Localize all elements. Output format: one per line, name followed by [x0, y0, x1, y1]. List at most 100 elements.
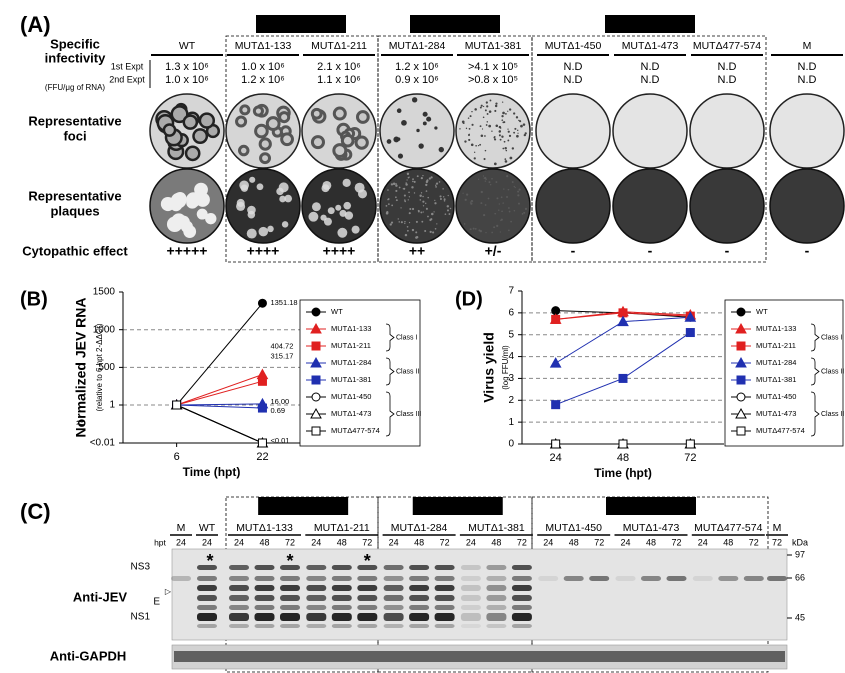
- well-spot: [518, 188, 521, 191]
- blot-band: [229, 565, 249, 570]
- value-label: 404.72: [270, 342, 293, 351]
- legend-label: MUTΔ1-450: [331, 392, 371, 401]
- well-spot: [517, 190, 520, 193]
- blot-band: [331, 624, 352, 628]
- class-header: [410, 15, 500, 33]
- x-tick-label: 22: [256, 451, 268, 463]
- well-spot: [422, 211, 424, 213]
- legend-swatch: [311, 307, 321, 317]
- well-spot: [496, 197, 499, 200]
- column-name: MUTΔ1-473: [622, 40, 679, 52]
- blot-band: [197, 585, 217, 591]
- y-tick-label: 0: [508, 439, 514, 450]
- legend-group-label: Class III: [821, 411, 845, 418]
- well-spot: [513, 112, 516, 115]
- row-label: Representative: [28, 113, 121, 128]
- well-spot: [505, 149, 508, 152]
- well-spot: [480, 202, 483, 205]
- well-spot: [354, 182, 365, 193]
- blot-band: [460, 595, 481, 601]
- data-point: [618, 373, 628, 383]
- well-spot: [483, 213, 486, 217]
- well-spot: [498, 130, 501, 133]
- blot-band: [511, 624, 532, 628]
- y-tick-label: 1: [508, 417, 514, 428]
- well-spot: [339, 209, 347, 217]
- well-spot: [425, 207, 428, 210]
- well-spot: [436, 223, 438, 225]
- blot-band: [434, 576, 455, 581]
- well-spot: [239, 180, 249, 191]
- legend-label: MUTΔ1-284: [331, 358, 371, 367]
- lane-hpt: 72: [671, 537, 681, 547]
- well-spot: [430, 218, 433, 221]
- well-spot: [498, 134, 501, 137]
- well-spot: [484, 176, 487, 180]
- lane-hpt: 72: [772, 537, 782, 547]
- well-spot: [400, 207, 402, 209]
- cpe-value: +/-: [485, 243, 502, 259]
- legend-label: WT: [756, 307, 768, 316]
- well-spot: [258, 226, 269, 237]
- blot-band: [434, 605, 455, 610]
- blot-band: [197, 613, 217, 621]
- blot-band: [511, 585, 532, 591]
- well-spot: [385, 211, 389, 215]
- well-spot: [522, 123, 526, 126]
- plaque-well: [455, 168, 531, 244]
- well-spot: [422, 111, 428, 117]
- blot-band: [409, 624, 430, 628]
- band-label: NS1: [131, 612, 151, 623]
- kda-marker: 97: [795, 549, 805, 559]
- legend-label: MUTΔ1-133: [756, 324, 796, 333]
- well-spot: [427, 215, 429, 218]
- well-spot: [281, 221, 289, 228]
- well-spot: [239, 104, 251, 116]
- well-spot: [354, 135, 369, 150]
- cpe-value: -: [571, 243, 576, 259]
- blot-band: [254, 613, 275, 621]
- well-spot: [509, 156, 513, 160]
- well-spot: [508, 108, 512, 111]
- well-spot: [459, 128, 461, 130]
- well-spot: [396, 108, 402, 114]
- value-label: 315.17: [270, 351, 293, 360]
- data-point: [684, 311, 697, 322]
- well-spot: [413, 180, 416, 183]
- y-tick-label: 5: [508, 329, 514, 340]
- well-spot: [412, 178, 414, 181]
- well-spot: [508, 210, 511, 213]
- blot-band: [331, 605, 352, 610]
- well-spot: [495, 181, 498, 183]
- lane-hpt: 48: [723, 537, 733, 547]
- series-line: [176, 404, 263, 444]
- well-spot: [267, 225, 274, 233]
- well-spot: [171, 213, 187, 229]
- class-header-label: Class II: [435, 498, 481, 513]
- blot-band: [171, 576, 191, 581]
- column-name: MUTΔ1-381: [465, 40, 522, 52]
- blot-band: [511, 613, 532, 621]
- well-spot: [439, 198, 442, 201]
- well-spot: [493, 226, 496, 229]
- well-spot: [521, 213, 524, 215]
- blot-band: [486, 605, 507, 610]
- expt1-value: >4.1 x 10⁵: [468, 61, 518, 73]
- well-spot: [419, 194, 422, 197]
- data-point: [257, 376, 267, 386]
- well-spot: [422, 195, 424, 198]
- well-spot: [355, 110, 370, 124]
- kda-marker: 66: [795, 572, 805, 582]
- blot-band: [383, 624, 404, 628]
- well-spot: [416, 128, 420, 133]
- well-spot: [444, 213, 447, 215]
- blot-band: [331, 576, 352, 581]
- lane-hpt: 24: [543, 537, 553, 547]
- blot-band: [486, 613, 507, 621]
- expt2-value: 1.1 x 10⁶: [317, 74, 361, 86]
- blot-band: [434, 595, 455, 601]
- lane-name: MUTΔ1-284: [391, 522, 448, 534]
- well-spot: [397, 153, 404, 159]
- well-spot: [477, 178, 480, 180]
- y-tick-label: 6: [508, 307, 514, 318]
